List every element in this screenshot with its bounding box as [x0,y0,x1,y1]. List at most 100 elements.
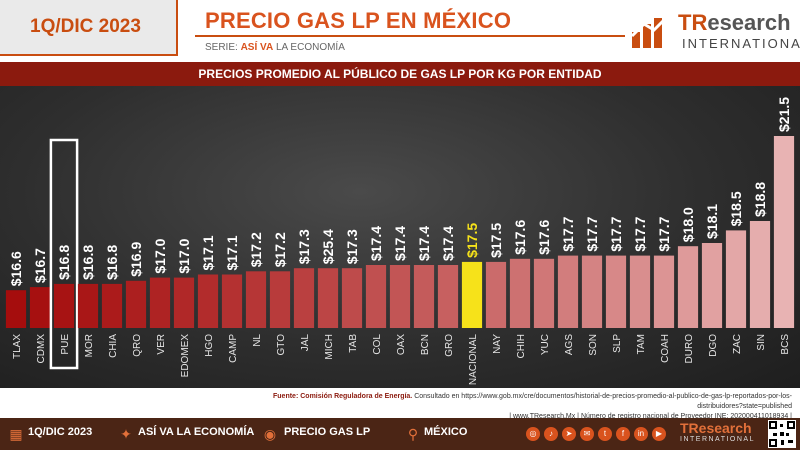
bar-zac [725,230,747,328]
bar-pue [53,283,75,328]
bar-nl [245,271,267,328]
bar-ags [557,255,579,328]
tresearch-logo[interactable]: TResearch INTERNATIONAL [630,8,800,56]
value-label-slp: $17.7 [608,216,624,251]
bar-edomex [173,277,195,328]
value-label-oax: $17.4 [392,226,408,261]
value-label-camp: $17.1 [224,235,240,270]
value-label-tab: $17.3 [344,229,360,264]
period-badge: 1Q/DIC 2023 [0,0,178,56]
value-label-col: $17.4 [368,226,384,261]
value-label-nacional: $17.5 [464,223,480,258]
qr-code[interactable] [768,420,796,448]
bar-tab [341,268,363,328]
header: 1Q/DIC 2023 PRECIO GAS LP EN MÉXICO SERI… [0,0,800,62]
source-org: Comisión Reguladora de Energía. [300,393,413,400]
footer-logo[interactable]: TResearch INTERNATIONAL [680,420,755,443]
category-label-col: COL [372,334,383,355]
serie-prefix: SERIE: [205,42,238,53]
category-label-zac: ZAC [732,334,743,354]
telegram-icon[interactable]: ➤ [562,427,576,441]
calendar-icon: ▦ [9,426,23,442]
category-label-camp: CAMP [228,334,239,363]
category-label-yuc: YUC [540,334,551,355]
bar-bcs [773,136,795,328]
footer-logo-text: TResearch [680,420,752,436]
logo-chart-icon [630,12,672,48]
chart-title: PRECIOS PROMEDIO AL PÚBLICO DE GAS LP PO… [198,67,602,81]
bar-chart: $16.6 TLAX $16.7 CDMX $16.8 PUE $16.8 MOR $16.8 C… [0,86,800,388]
bar-oax [389,265,411,328]
source-line-1: Fuente: Comisión Reguladora de Energía. … [240,392,792,412]
linkedin-icon[interactable]: in [634,427,648,441]
category-label-qro: QRO [132,334,143,357]
facebook-icon[interactable]: f [616,427,630,441]
serie-label: SERIE: ASÍ VA LA ECONOMÍA [205,42,345,53]
value-label-sin: $18.8 [752,182,768,217]
category-label-chih: CHIH [516,334,527,358]
source-line-2: | www.TResearch.Mx | Número de registro … [509,413,792,420]
instagram-icon[interactable]: ◎ [526,427,540,441]
value-label-ags: $17.7 [560,216,576,251]
value-label-jal: $17.3 [296,229,312,264]
location-icon: ⚲ [407,426,419,442]
category-label-mich: MICH [324,334,335,360]
value-label-qro: $16.9 [128,242,144,277]
bar-chih [509,258,531,328]
logo-text: TResearch [678,10,791,36]
category-label-tam: TAM [636,334,647,354]
category-label-nacional: NACIONAL [468,334,479,386]
email-icon[interactable]: ✉ [580,427,594,441]
category-label-nay: NAY [492,334,503,354]
bar-nay [485,261,507,328]
value-label-son: $17.7 [584,216,600,251]
category-label-mor: MOR [84,334,95,357]
tiktok-icon[interactable]: ♪ [544,427,558,441]
bar-dgo [701,243,723,328]
footer-period: 1Q/DIC 2023 [28,426,93,438]
bar-yuc [533,258,555,328]
value-label-coah: $17.7 [656,216,672,251]
category-label-oax: OAX [396,334,407,355]
value-label-hgo: $17.1 [200,235,216,270]
bar-tlax [5,290,27,328]
value-label-edomex: $17.0 [176,238,192,273]
value-label-chia: $16.8 [104,245,120,280]
serie-highlight: ASÍ VA [240,42,274,53]
bar-jal [293,268,315,328]
value-label-mich: $25.4 [320,229,336,264]
category-label-jal: JAL [300,334,311,352]
value-label-gto: $17.2 [272,232,288,267]
category-label-pue: PUE [60,334,71,355]
bar-duro [677,246,699,328]
bar-nacional [461,261,483,328]
twitter-icon[interactable]: t [598,427,612,441]
category-label-chia: CHIA [108,334,119,358]
source-note: Fuente: Comisión Reguladora de Energía. … [240,392,792,422]
category-label-hgo: HGO [204,334,215,357]
youtube-icon[interactable]: ▶ [652,427,666,441]
value-label-ver: $17.0 [152,238,168,273]
value-label-nay: $17.5 [488,223,504,258]
category-label-ags: AGS [564,334,575,355]
category-label-dgo: DGO [708,334,719,357]
category-label-ver: VER [156,334,167,355]
category-label-duro: DURO [684,334,695,364]
footer-logo-sub: INTERNATIONAL [680,436,755,443]
bar-mor [77,283,99,328]
bar-chart-svg: $16.6 TLAX $16.7 CDMX $16.8 PUE $16.8 MOR $16.8 C… [5,97,795,386]
flame-icon: ◉ [263,426,277,442]
bar-coah [653,255,675,328]
logo-text-a: TR [678,10,708,35]
period-text: 1Q/DIC 2023 [30,16,141,37]
value-label-tlax: $16.6 [8,251,24,286]
bar-col [365,265,387,328]
bar-son [581,255,603,328]
source-url: Consultado en https://www.gob.mx/cre/doc… [414,393,792,410]
category-label-tab: TAB [348,334,359,353]
chart-title-bar: PRECIOS PROMEDIO AL PÚBLICO DE GAS LP PO… [0,62,800,86]
footer-serie: ASÍ VA LA ECONOMÍA [138,426,255,438]
category-label-nl: NL [252,334,263,347]
bar-tam [629,255,651,328]
value-label-nl: $17.2 [248,232,264,267]
